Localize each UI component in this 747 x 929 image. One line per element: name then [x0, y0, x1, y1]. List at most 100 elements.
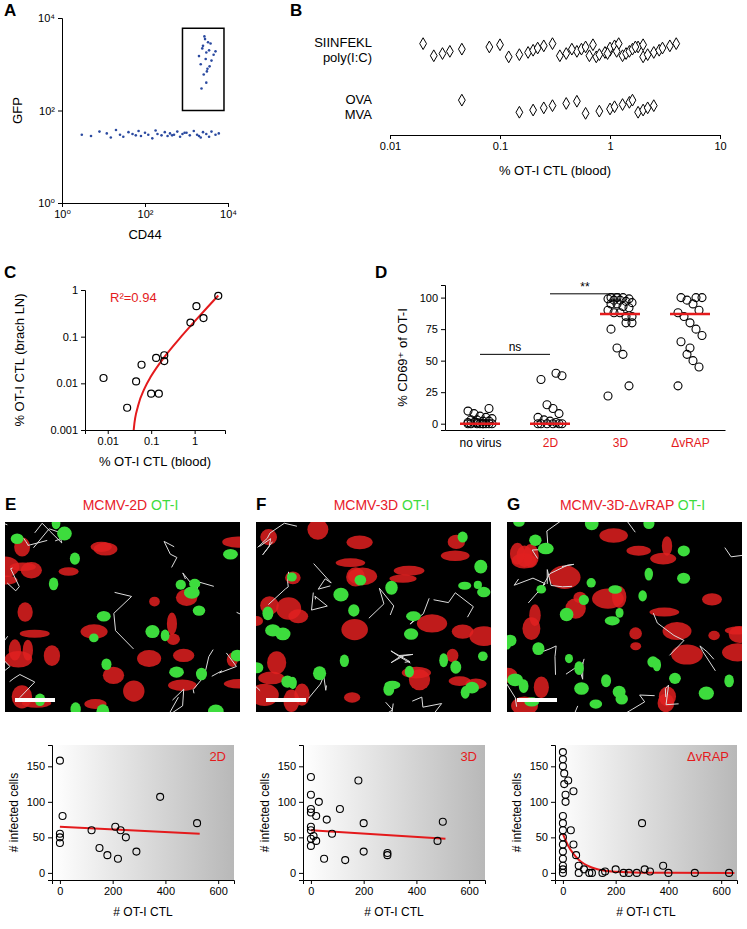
- t-cell: [262, 607, 273, 621]
- t-cell: [71, 702, 81, 712]
- point: [561, 770, 568, 777]
- point: [659, 42, 666, 54]
- tick-mark: [441, 424, 445, 425]
- axis-line: [304, 881, 486, 885]
- tick-label: 1: [192, 435, 198, 447]
- tick-mark: [616, 880, 617, 884]
- category-label: no virus: [459, 436, 501, 450]
- point: [567, 827, 574, 834]
- tick-mark: [108, 430, 109, 434]
- x-axis-title: # OT-I CTL: [364, 905, 424, 919]
- cell-track: [268, 572, 288, 605]
- point: [530, 104, 537, 116]
- t-cell: [49, 577, 58, 590]
- t-cell: [638, 590, 647, 601]
- t-cell: [450, 661, 461, 674]
- point: [204, 38, 207, 41]
- tick-label: 200: [104, 885, 122, 897]
- point: [200, 87, 203, 90]
- tick-label: 10: [714, 140, 726, 152]
- point: [203, 35, 206, 38]
- point: [629, 94, 636, 106]
- t-cell: [404, 628, 418, 640]
- cell-track: [168, 689, 184, 712]
- t-cell: [474, 581, 482, 589]
- tick-label: 50: [33, 831, 45, 843]
- t-cell: [57, 527, 72, 541]
- tick: 150: [278, 760, 303, 772]
- tick-label: 0: [290, 867, 296, 879]
- cell-track: [183, 573, 214, 590]
- median: [670, 313, 710, 316]
- point: [151, 137, 154, 140]
- tick-label: 50: [536, 831, 548, 843]
- axis-line: [58, 19, 63, 204]
- point: [144, 131, 147, 134]
- t-cell: [161, 630, 170, 642]
- point: [549, 405, 557, 413]
- t-cell: [458, 532, 468, 543]
- point: [81, 133, 84, 136]
- tick-mark: [551, 766, 555, 767]
- infected-cell: [630, 642, 641, 650]
- point: [119, 133, 122, 136]
- x-axis-title: CD44: [128, 227, 161, 242]
- y-axis: 10⁰10²10⁴: [38, 12, 62, 209]
- point: [154, 129, 157, 132]
- x-axis: 10⁰10²10⁴: [54, 203, 237, 220]
- point: [573, 852, 580, 859]
- point: [430, 50, 437, 62]
- tick: 400: [408, 880, 426, 897]
- t-cell: [223, 549, 238, 560]
- tick: 50: [536, 831, 555, 843]
- panel-c: 0.010.110.0010.010.11R²=0.94% OT-I CTL (…: [12, 284, 226, 469]
- point: [140, 135, 143, 138]
- point: [59, 813, 66, 820]
- point: [686, 344, 694, 352]
- tick: no virus: [459, 430, 501, 450]
- point: [619, 99, 626, 111]
- point: [559, 869, 566, 876]
- point: [315, 798, 322, 805]
- point: [692, 294, 700, 302]
- scale-bar: [517, 698, 557, 702]
- tick-label: 10⁴: [38, 12, 55, 24]
- tick: 1: [607, 135, 613, 152]
- plot-area: [420, 38, 680, 119]
- point: [607, 325, 615, 333]
- infected-cell: [626, 546, 650, 556]
- annotation: ns: [509, 340, 522, 354]
- image-title: MCMV-3D-ΔvRAP OT-I: [560, 497, 705, 513]
- tick-mark: [551, 873, 555, 874]
- point: [179, 135, 182, 138]
- t-cell: [532, 642, 544, 655]
- cell-track: [547, 570, 572, 587]
- point: [214, 133, 217, 136]
- infected-cell: [17, 602, 32, 622]
- tick: 0.01: [380, 135, 401, 152]
- infected-cell: [441, 550, 470, 561]
- point: [625, 869, 632, 876]
- figure-svg: A10⁰10²10⁴10⁰10²10⁴CD44GFPBSIINFEKLpoly(…: [0, 0, 747, 929]
- image-title: MCMV-3D OT-I: [334, 497, 430, 513]
- point: [138, 361, 145, 368]
- point: [458, 94, 465, 106]
- y-axis-title: # infected cells: [510, 773, 524, 852]
- y-axis: 0.0010.010.11: [50, 284, 85, 436]
- point: [565, 777, 572, 784]
- point: [698, 331, 706, 339]
- tick: 100: [27, 796, 52, 808]
- x-axis: 0200400600: [53, 880, 235, 897]
- point: [562, 791, 569, 798]
- infected-cell: [452, 624, 474, 638]
- tick: 1: [72, 284, 85, 296]
- median: [460, 422, 500, 425]
- cell-track: [7, 568, 19, 591]
- point: [559, 756, 566, 763]
- cell-track: [725, 548, 742, 558]
- tick: 0: [308, 880, 314, 897]
- figure: A10⁰10²10⁴10⁰10²10⁴CD44GFPBSIINFEKLpoly(…: [0, 0, 747, 929]
- tick-mark: [469, 880, 470, 884]
- point: [360, 820, 367, 827]
- category-label: OVAMVA: [345, 92, 373, 122]
